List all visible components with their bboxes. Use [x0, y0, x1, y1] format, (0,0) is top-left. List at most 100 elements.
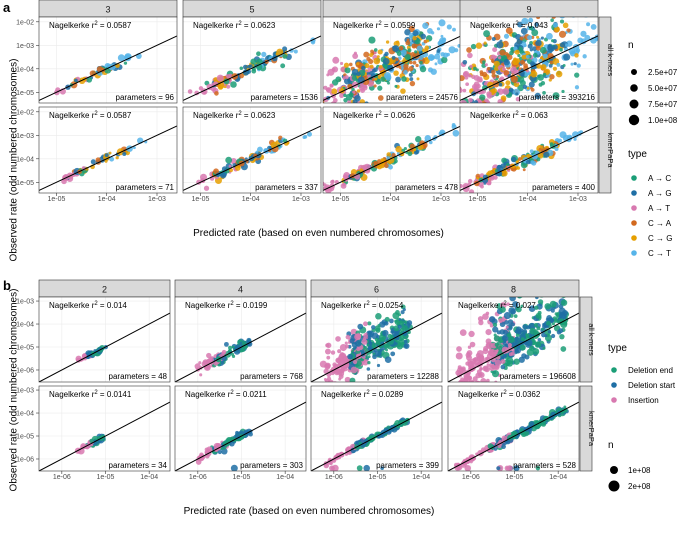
data-point: [397, 56, 402, 61]
data-point: [379, 65, 383, 69]
r2-annotation: Nagelkerke r2 = 0.0623: [193, 21, 276, 30]
y-axis-label: Observed rate (odd numbered chromosomes): [8, 59, 19, 262]
data-point: [537, 152, 544, 159]
data-point: [385, 428, 392, 435]
data-point: [460, 184, 463, 189]
data-point: [542, 346, 546, 350]
data-point: [494, 342, 499, 347]
data-point: [555, 70, 563, 78]
legend-type-key: [611, 397, 617, 403]
data-point: [483, 102, 484, 103]
data-point: [545, 317, 549, 321]
data-point: [187, 89, 193, 94]
data-point: [399, 320, 404, 324]
data-point: [552, 92, 560, 100]
data-point: [132, 146, 136, 150]
data-point: [574, 72, 580, 78]
data-point: [326, 355, 331, 360]
y-tick-label: 1e-06: [16, 456, 34, 463]
data-point: [523, 44, 527, 48]
y-tick-label: 1e-05: [16, 434, 34, 441]
y-tick-label: 1e-03: [16, 43, 34, 50]
data-point: [475, 372, 482, 379]
identity-line: [183, 125, 321, 191]
data-point: [491, 37, 496, 41]
panel-bg: [39, 297, 170, 382]
data-point: [492, 326, 499, 333]
data-point: [380, 76, 386, 82]
data-point: [117, 54, 125, 62]
data-point: [565, 43, 569, 47]
identity-line: [183, 35, 321, 101]
data-point: [537, 299, 544, 305]
data-point: [536, 63, 542, 69]
data-point: [540, 64, 547, 71]
data-point: [491, 73, 496, 78]
legend-size-key: [610, 466, 618, 474]
x-tick-label: 1e-04: [98, 196, 116, 203]
data-point: [517, 53, 521, 58]
data-point: [384, 163, 389, 169]
column-header: 2: [102, 285, 107, 295]
facet-panel: Nagelkerke r2 = 0.014 parameters = 48: [38, 296, 171, 383]
x-tick-label: 1e-06: [53, 474, 71, 481]
data-point: [338, 353, 345, 359]
identity-line: [39, 35, 177, 101]
data-point: [505, 27, 513, 35]
data-point: [343, 77, 351, 85]
data-point: [228, 164, 232, 168]
parameters-annotation: parameters = 528: [513, 461, 576, 470]
data-point: [343, 62, 350, 68]
data-point: [366, 367, 371, 371]
data-point: [535, 39, 542, 47]
data-point: [225, 156, 233, 164]
legend-size-label: 1e+08: [628, 466, 651, 475]
data-point: [456, 466, 460, 470]
data-point: [403, 342, 410, 349]
data-point: [483, 30, 491, 38]
data-point: [226, 84, 231, 89]
parameters-annotation: parameters = 1536: [251, 93, 319, 102]
data-point: [505, 362, 509, 367]
data-point: [374, 337, 379, 342]
data-point: [239, 73, 244, 79]
data-point: [367, 321, 372, 326]
data-point: [371, 325, 376, 330]
data-point: [527, 325, 531, 329]
data-point: [387, 81, 390, 85]
panel-border: [447, 385, 580, 472]
data-point: [438, 19, 446, 27]
panel-border: [310, 385, 443, 472]
data-point: [343, 93, 347, 98]
data-point: [477, 99, 483, 103]
data-point: [282, 54, 288, 59]
parameters-annotation: parameters = 48: [109, 372, 168, 381]
parameters-annotation: parameters = 96: [116, 93, 175, 102]
facet-panel: Nagelkerke r2 = 0.0199 parameters = 768: [174, 296, 307, 383]
data-point: [535, 312, 542, 319]
data-point: [527, 35, 533, 41]
data-point: [441, 56, 448, 64]
legend-type-key: [611, 367, 617, 373]
data-point: [480, 378, 487, 382]
data-point: [486, 172, 490, 176]
data-point: [519, 36, 524, 41]
x-tick-label: 1e-04: [412, 474, 430, 481]
data-point: [414, 50, 418, 54]
data-point: [517, 157, 522, 161]
x-tick-label: 1e-06: [189, 474, 207, 481]
data-point: [332, 56, 340, 64]
row-strip: [579, 296, 593, 383]
r2-annotation: Nagelkerke r2 = 0.0254: [321, 301, 404, 310]
x-tick-label: 1e-03: [292, 196, 310, 203]
facet-panel: Nagelkerke r2 = 0.0254 parameters = 12288: [310, 296, 443, 383]
data-point: [528, 81, 535, 88]
panel-border: [38, 106, 178, 194]
data-point: [547, 47, 554, 53]
data-point: [391, 55, 396, 60]
x-tick-label: 1e-04: [382, 196, 400, 203]
data-point: [473, 74, 480, 81]
data-point: [550, 39, 555, 43]
data-point: [332, 98, 338, 103]
